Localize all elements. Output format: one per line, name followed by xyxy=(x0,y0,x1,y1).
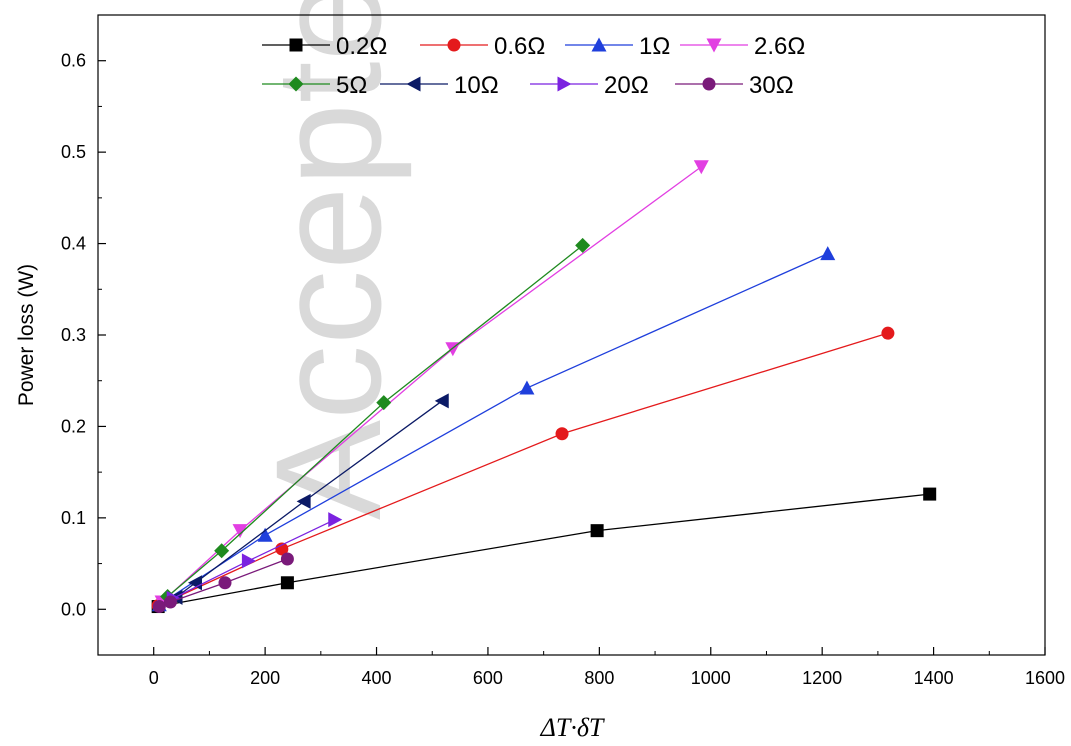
y-tick-label: 0.5 xyxy=(61,142,86,162)
y-tick-label: 0.6 xyxy=(61,51,86,71)
data-point xyxy=(187,575,202,591)
series-layer xyxy=(151,160,937,614)
x-tick-label: 1400 xyxy=(914,668,954,688)
legend-marker xyxy=(591,37,607,52)
x-tick-label: 1200 xyxy=(802,668,842,688)
legend-item: 10Ω xyxy=(380,72,499,99)
series-line xyxy=(175,400,443,598)
data-point xyxy=(328,512,343,528)
series-line xyxy=(158,493,930,608)
legend-item: 0.2Ω xyxy=(262,33,387,60)
legend-item: 5Ω xyxy=(262,72,367,99)
legend-label: 2.6Ω xyxy=(754,33,805,60)
y-axis-title: Power loss (W) xyxy=(15,264,38,406)
x-tick-label: 600 xyxy=(473,668,503,688)
data-point xyxy=(214,543,230,559)
legend-marker xyxy=(706,38,722,53)
data-point xyxy=(434,393,449,409)
legend-item: 20Ω xyxy=(530,72,649,99)
legend-marker xyxy=(447,38,461,52)
legend-marker xyxy=(702,77,716,91)
x-tick-label: 0 xyxy=(149,668,159,688)
data-point xyxy=(241,553,256,569)
series-7 xyxy=(152,552,294,614)
x-tick-label: 400 xyxy=(362,668,392,688)
data-point xyxy=(923,487,937,501)
x-tick-label: 1000 xyxy=(691,668,731,688)
series-line xyxy=(167,244,584,597)
data-point xyxy=(519,380,535,395)
data-point xyxy=(590,524,604,538)
legend-label: 20Ω xyxy=(604,72,649,99)
x-tick-label: 1600 xyxy=(1025,668,1065,688)
series-6 xyxy=(166,512,343,606)
legend-item: 2.6Ω xyxy=(680,33,805,60)
series-3 xyxy=(154,160,709,610)
legend-marker xyxy=(288,76,304,92)
legend-label: 1Ω xyxy=(639,33,670,60)
data-point xyxy=(232,524,248,539)
data-point xyxy=(280,552,294,566)
data-point xyxy=(555,427,569,441)
legend-item: 30Ω xyxy=(675,72,794,99)
legend-item: 0.6Ω xyxy=(420,33,545,60)
legend-label: 0.6Ω xyxy=(494,33,545,60)
data-point xyxy=(257,527,273,542)
data-point xyxy=(152,600,166,614)
series-1 xyxy=(151,326,895,613)
legend-label: 0.2Ω xyxy=(336,33,387,60)
watermark-text: Accepted Manuscript xyxy=(244,0,412,520)
y-tick-label: 0.4 xyxy=(61,234,86,254)
data-point xyxy=(376,395,392,411)
data-point xyxy=(296,493,311,509)
legend-label: 30Ω xyxy=(749,72,794,99)
series-line xyxy=(172,519,336,599)
series-line xyxy=(161,166,702,603)
data-point xyxy=(820,246,836,261)
legend-item: 1Ω xyxy=(565,33,670,60)
legend: 0.2Ω 0.6Ω 1Ω 2.6Ω 5Ω 10Ω 20Ω 30Ω xyxy=(262,33,805,99)
data-point xyxy=(280,576,294,590)
x-tick-label: 200 xyxy=(250,668,280,688)
y-tick-label: 0.3 xyxy=(61,325,86,345)
legend-label: 5Ω xyxy=(336,72,367,99)
legend-marker xyxy=(557,76,572,92)
y-tick-label: 0.2 xyxy=(61,416,86,436)
data-point xyxy=(163,595,177,609)
plot-frame xyxy=(97,14,1046,656)
legend-marker xyxy=(406,76,421,92)
series-line xyxy=(157,332,889,607)
data-point xyxy=(881,326,895,340)
axes: 0 200 400 600 800 1000 1200 1400 1600 0.0 0.1 0.2 0.… xyxy=(61,51,1065,688)
x-tick-label: 800 xyxy=(584,668,614,688)
legend-marker xyxy=(289,38,303,52)
data-point xyxy=(218,576,232,590)
x-axis-title: ΔT·δT xyxy=(540,713,605,742)
data-point xyxy=(575,237,591,253)
y-tick-label: 0.1 xyxy=(61,508,86,528)
data-point xyxy=(275,542,289,556)
legend-label: 10Ω xyxy=(454,72,499,99)
data-point xyxy=(693,160,709,175)
y-tick-label: 0.0 xyxy=(61,599,86,619)
